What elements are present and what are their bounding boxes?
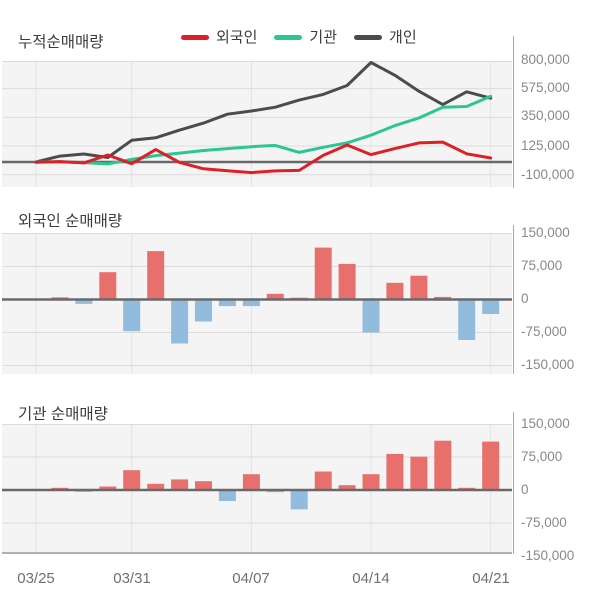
legend-label-foreigner: 외국인 [216, 29, 258, 46]
institution-bar-chart [2, 424, 512, 554]
foreigner-line-swatch [181, 35, 209, 40]
x-axis-label: 03/25 [17, 570, 55, 587]
chart-mid-canvas [2, 233, 512, 374]
cumulative-line-chart [2, 61, 512, 187]
y-axis-label: 0 [521, 482, 529, 497]
y-axis-label: 150,000 [521, 225, 570, 240]
y-axis-label: -100,000 [521, 167, 575, 182]
bottom-axis-separator [513, 412, 514, 554]
legend-label-institution: 기관 [309, 29, 338, 46]
foreigner-chart-title: 외국인 순매매량 [18, 213, 123, 230]
legend: 외국인 기관 개인 [181, 29, 417, 46]
foreigner-bar-chart [2, 233, 512, 374]
x-axis-label: 04/07 [232, 570, 270, 587]
institution-line-swatch [274, 35, 303, 40]
cumulative-chart-title: 누적순매매량 [18, 34, 104, 51]
y-axis-label: -75,000 [521, 324, 567, 339]
y-axis-label: 800,000 [521, 52, 570, 67]
x-axis-label: 04/14 [352, 570, 390, 587]
legend-label-individual: 개인 [389, 29, 417, 46]
y-axis-label: -150,000 [521, 357, 575, 372]
y-axis-label: 150,000 [521, 416, 570, 431]
legend-item-individual: 개인 [354, 29, 417, 46]
y-axis-label: 125,000 [521, 138, 570, 153]
y-axis-label: -75,000 [521, 515, 567, 530]
y-axis-label: 75,000 [521, 258, 563, 273]
individual-line-swatch [354, 35, 383, 40]
mid-axis-separator [513, 225, 514, 374]
y-axis-label: 0 [521, 291, 529, 306]
chart-bot-canvas [2, 424, 512, 554]
x-axis-label: 03/31 [113, 570, 151, 587]
y-axis-label: 350,000 [521, 108, 570, 123]
top-axis-separator [513, 36, 514, 188]
legend-item-foreigner: 외국인 [181, 29, 257, 46]
cumulative-line-chart-canvas [2, 61, 512, 187]
institution-chart-title: 기관 순매매량 [18, 406, 108, 423]
legend-item-institution: 기관 [274, 29, 337, 46]
y-axis-label: 575,000 [521, 80, 570, 95]
x-axis-label: 04/21 [472, 570, 510, 587]
y-axis-label: -150,000 [521, 548, 575, 563]
y-axis-label: 75,000 [521, 449, 563, 464]
